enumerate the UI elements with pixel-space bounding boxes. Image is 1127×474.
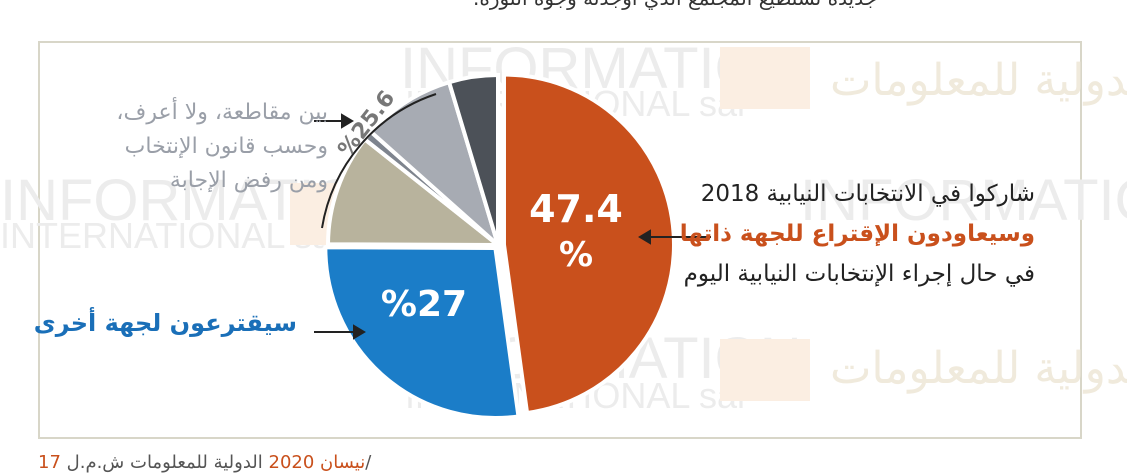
label-other-line-3: ومن رفض الإجابة bbox=[169, 168, 328, 193]
watermark-logo-3 bbox=[720, 339, 810, 401]
label-another-party: سيقترعون لجهة أخرى bbox=[33, 309, 297, 337]
watermark-logo bbox=[720, 47, 810, 109]
label-same-line-3: في حال إجراء الإنتخابات النيابية اليوم bbox=[683, 261, 1035, 287]
watermark-arabic-1: الدولية للمعلومات bbox=[830, 55, 1127, 106]
label-same-line-2: وسيعاودون الإقتراع للجهة ذاتها bbox=[679, 221, 1035, 247]
label-other-line-2: وحسب قانون الإنتخاب bbox=[124, 134, 328, 159]
footer-date: 17 نيسان 2020 bbox=[38, 452, 366, 473]
pie-slice-refuse-answer bbox=[446, 72, 500, 246]
footer-source: 17 نيسان 2020 الدولية للمعلومات ش.م.ل/ bbox=[38, 452, 371, 473]
group-bracket bbox=[321, 93, 437, 229]
footer-source-text: الدولية للمعلومات ش.م.ل/ bbox=[66, 452, 372, 473]
slice-label-another-party: %27 bbox=[381, 284, 467, 325]
slice-label-same-party-unit: % bbox=[559, 235, 593, 275]
arrows bbox=[314, 113, 711, 340]
pie-slice-same-party bbox=[501, 72, 676, 416]
top-caption: جديدة تستطيع المجتمع الذي أوجدته وجوه ال… bbox=[473, 0, 877, 10]
label-same-line-1: شاركوا في الانتخابات النيابية 2018 bbox=[700, 181, 1035, 207]
pie-slice-another-party bbox=[323, 245, 521, 420]
label-same-party: شاركوا في الانتخابات النيابية 2018 وسيعا… bbox=[680, 174, 1035, 294]
watermark-arabic-2: الدولية للمعلومات bbox=[830, 343, 1127, 394]
label-other-options: بين مقاطعة، ولا أعرف، وحسب قانون الإنتخا… bbox=[116, 96, 328, 198]
slice-label-same-party-value: 47.4 bbox=[529, 187, 623, 231]
label-other-line-1: بين مقاطعة، ولا أعرف، bbox=[116, 100, 328, 125]
